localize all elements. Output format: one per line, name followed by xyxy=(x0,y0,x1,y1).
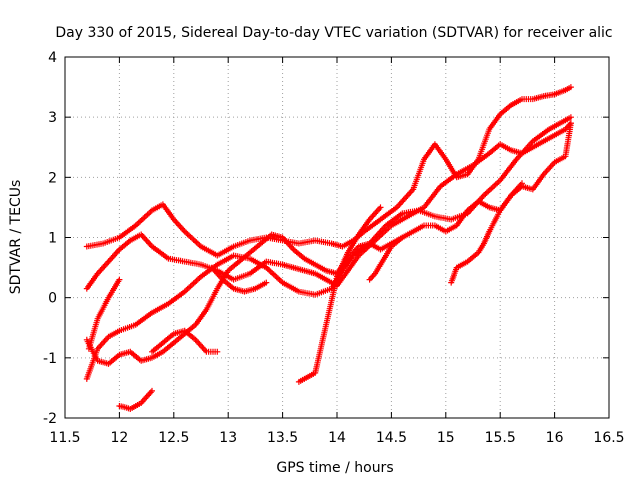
y-tick-label: 0 xyxy=(48,291,57,307)
y-tick-label: 3 xyxy=(48,110,57,126)
y-tick-label: -1 xyxy=(43,351,57,367)
y-axis-label: SDTVAR / TECUs xyxy=(8,180,24,295)
series-track-8 xyxy=(208,264,270,295)
x-tick-label: 14.5 xyxy=(376,430,407,446)
series-track-10 xyxy=(366,234,406,283)
series-track-7 xyxy=(116,387,155,412)
x-tick-label: 12.5 xyxy=(158,430,189,446)
x-tick-label: 11.5 xyxy=(49,430,80,446)
y-tick-label: -2 xyxy=(43,411,57,427)
x-axis-label: GPS time / hours xyxy=(276,460,393,476)
chart-title: Day 330 of 2015, Sidereal Day-to-day VTE… xyxy=(55,25,612,41)
x-tick-label: 15 xyxy=(437,430,455,446)
grid-lines xyxy=(65,57,609,418)
y-tick-label: 2 xyxy=(48,170,57,186)
x-tick-label: 16 xyxy=(546,430,564,446)
series-markers xyxy=(208,264,270,295)
axis-ticks: 11.5 12 12.5 13 13.5 14 14.5 15 15.5 16 16.5-2-101… xyxy=(43,50,625,446)
y-tick-label: 1 xyxy=(48,231,57,247)
x-tick-label: 13 xyxy=(219,430,237,446)
data-series xyxy=(83,84,574,412)
series-markers xyxy=(366,234,406,283)
x-tick-label: 13.5 xyxy=(267,430,298,446)
series-track-11 xyxy=(448,180,525,286)
series-track-2 xyxy=(83,120,574,292)
series-markers xyxy=(149,327,221,355)
x-tick-label: 15.5 xyxy=(485,430,516,446)
series-markers xyxy=(83,114,574,382)
series-track-4 xyxy=(83,114,574,382)
series-track-6 xyxy=(149,327,221,355)
series-markers xyxy=(85,276,123,352)
x-tick-label: 16.5 xyxy=(593,430,624,446)
series-track-9 xyxy=(295,204,384,385)
series-markers xyxy=(83,120,574,292)
series-markers xyxy=(295,204,384,385)
x-tick-label: 12 xyxy=(110,430,128,446)
x-tick-label: 14 xyxy=(328,430,346,446)
series-markers xyxy=(116,387,155,412)
y-tick-label: 4 xyxy=(48,50,57,66)
series-markers xyxy=(448,180,525,286)
series-track-5 xyxy=(85,276,123,352)
